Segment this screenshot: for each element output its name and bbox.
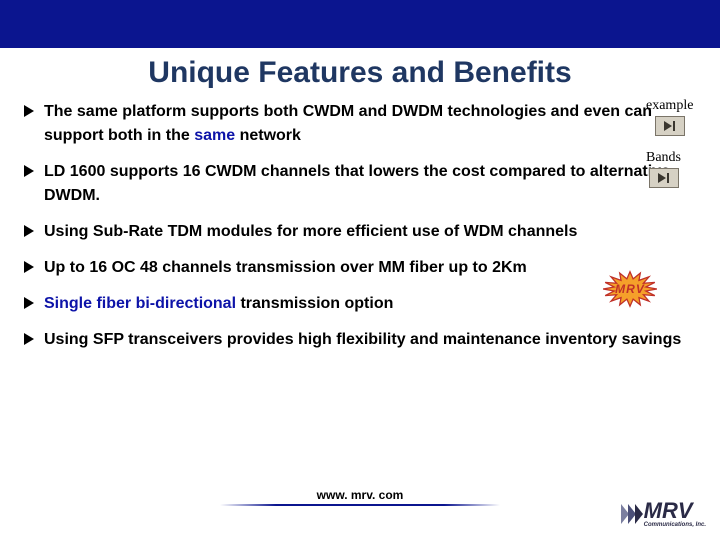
bullet-emph: Single fiber bi-directional	[44, 295, 236, 312]
bullet-item: Using Sub-Rate TDM modules for more effi…	[24, 220, 696, 244]
bullet-marker-icon	[24, 165, 34, 177]
bullet-text: Using Sub-Rate TDM modules for more effi…	[44, 220, 577, 244]
bullet-pre: LD 1600 supports 16 CWDM channels that l…	[44, 163, 670, 204]
bullet-post: network	[235, 127, 301, 144]
end-bar-icon	[673, 121, 675, 131]
logo: MRV Communications, Inc.	[621, 500, 706, 528]
bullet-item: Using SFP transceivers provides high fle…	[24, 328, 696, 352]
play-icon	[664, 121, 672, 131]
bullet-marker-icon	[24, 333, 34, 345]
logo-sub: Communications, Inc.	[644, 522, 706, 528]
bullet-marker-icon	[24, 297, 34, 309]
body: The same platform supports both CWDM and…	[24, 100, 696, 364]
bullet-emph: same	[194, 127, 235, 144]
forward-button[interactable]	[655, 116, 685, 136]
bullet-pre: Up to 16 OC 48 channels transmission ove…	[44, 259, 527, 276]
bullet-text: LD 1600 supports 16 CWDM channels that l…	[44, 160, 696, 208]
bullet-pre: Using SFP transceivers provides high fle…	[44, 331, 681, 348]
bullet-marker-icon	[24, 225, 34, 237]
footer-rule	[220, 504, 500, 506]
end-bar-icon	[667, 173, 669, 183]
bullet-text: Using SFP transceivers provides high fle…	[44, 328, 681, 352]
bullet-text: The same platform supports both CWDM and…	[44, 100, 696, 148]
link-label: example	[646, 98, 693, 114]
bullet-pre: The same platform supports both CWDM and…	[44, 103, 652, 144]
bullet-item: Up to 16 OC 48 channels transmission ove…	[24, 256, 696, 280]
bullet-pre: Using Sub-Rate TDM modules for more effi…	[44, 223, 577, 240]
logo-text: MRV Communications, Inc.	[644, 500, 706, 528]
bullet-item: The same platform supports both CWDM and…	[24, 100, 696, 148]
bullet-marker-icon	[24, 105, 34, 117]
slide-title: Unique Features and Benefits	[0, 48, 720, 90]
logo-main: MRV	[644, 500, 706, 522]
slide: Unique Features and Benefits The same pl…	[0, 0, 720, 540]
footer-url: www. mrv. com	[317, 488, 404, 502]
starburst-text: MRV	[615, 282, 645, 296]
bullet-post: transmission option	[236, 295, 393, 312]
starburst-badge: MRV	[598, 268, 662, 310]
forward-button[interactable]	[649, 168, 679, 188]
link-label: Bands	[646, 150, 681, 166]
bullet-text: Single fiber bi-directional transmission…	[44, 292, 393, 316]
bullet-item: Single fiber bi-directional transmission…	[24, 292, 696, 316]
bullet-text: Up to 16 OC 48 channels transmission ove…	[44, 256, 527, 280]
bullet-marker-icon	[24, 261, 34, 273]
link-bands: Bands	[646, 150, 681, 188]
footer: www. mrv. com MRV Communications, Inc.	[0, 482, 720, 532]
link-example: example	[646, 98, 693, 136]
logo-chevrons-icon	[621, 504, 642, 524]
bullet-item: LD 1600 supports 16 CWDM channels that l…	[24, 160, 696, 208]
play-icon	[658, 173, 666, 183]
